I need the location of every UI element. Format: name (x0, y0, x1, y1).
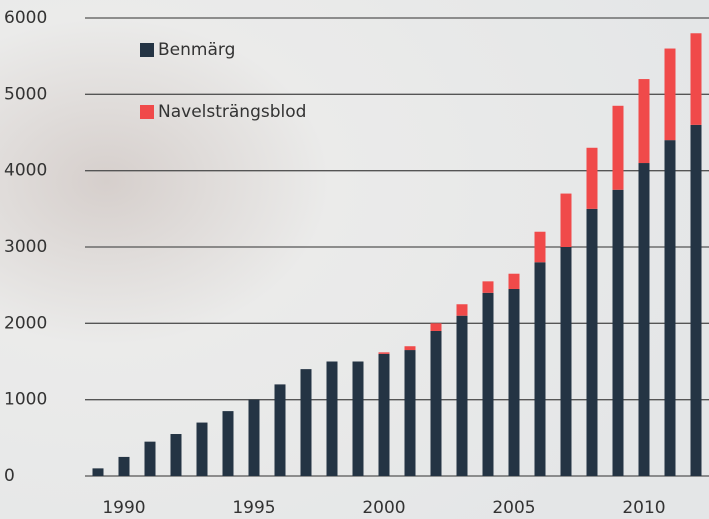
bar-segment (327, 362, 338, 477)
bar-segment (665, 49, 676, 141)
bar-segment (613, 106, 624, 190)
bar-segment (379, 352, 390, 354)
bar-segment (457, 316, 468, 476)
bar-segment (561, 247, 572, 476)
bar-segment (301, 369, 312, 476)
bar-segment (691, 33, 702, 125)
legend-swatch (140, 105, 154, 119)
bar-segment (197, 423, 208, 476)
x-tick-label: 1990 (102, 498, 145, 518)
bar-segment (509, 289, 520, 476)
bar-segment (509, 274, 520, 289)
y-tick-label: 2000 (4, 313, 47, 333)
y-tick-label: 3000 (4, 237, 47, 257)
y-tick-label: 1000 (4, 390, 47, 410)
bar-segment (119, 457, 130, 476)
bar-segment (405, 346, 416, 350)
chart: 0 1000 2000 3000 4000 5000 6000 1990 1995 2000 200… (0, 0, 709, 519)
bar-segment (431, 331, 442, 476)
bar-segment (613, 190, 624, 476)
bar-segment (379, 354, 390, 476)
bar-segment (223, 411, 234, 476)
y-tick-label: 0 (4, 466, 15, 486)
bar-segment (483, 281, 494, 292)
bar-segment (431, 323, 442, 331)
y-tick-label: 4000 (4, 161, 47, 181)
y-tick-label: 5000 (4, 84, 47, 104)
legend-label: Navelsträngsblod (158, 102, 306, 122)
bar-segment (587, 209, 598, 476)
bar-segment (639, 163, 650, 476)
y-tick-label: 6000 (4, 8, 47, 28)
bar-segment (171, 434, 182, 476)
legend-label: Benmärg (158, 40, 235, 60)
x-tick-label: 2000 (362, 498, 405, 518)
bar-segment (587, 148, 598, 209)
bar-segment (535, 232, 546, 263)
bar-segment (457, 304, 468, 315)
bar-segment (405, 350, 416, 476)
bar-segment (665, 140, 676, 476)
bar-segment (93, 468, 104, 476)
bar-segment (483, 293, 494, 476)
bar-segment (353, 362, 364, 477)
bar-segment (249, 400, 260, 476)
bar-segment (535, 262, 546, 476)
bar-segment (639, 79, 650, 163)
bar-segment (275, 384, 286, 476)
bar-segment (691, 125, 702, 476)
bar-segment (561, 194, 572, 247)
bar-segment (145, 442, 156, 476)
x-tick-label: 2005 (492, 498, 535, 518)
x-tick-label: 1995 (232, 498, 275, 518)
legend-swatch (140, 43, 154, 57)
x-tick-label: 2010 (622, 498, 665, 518)
